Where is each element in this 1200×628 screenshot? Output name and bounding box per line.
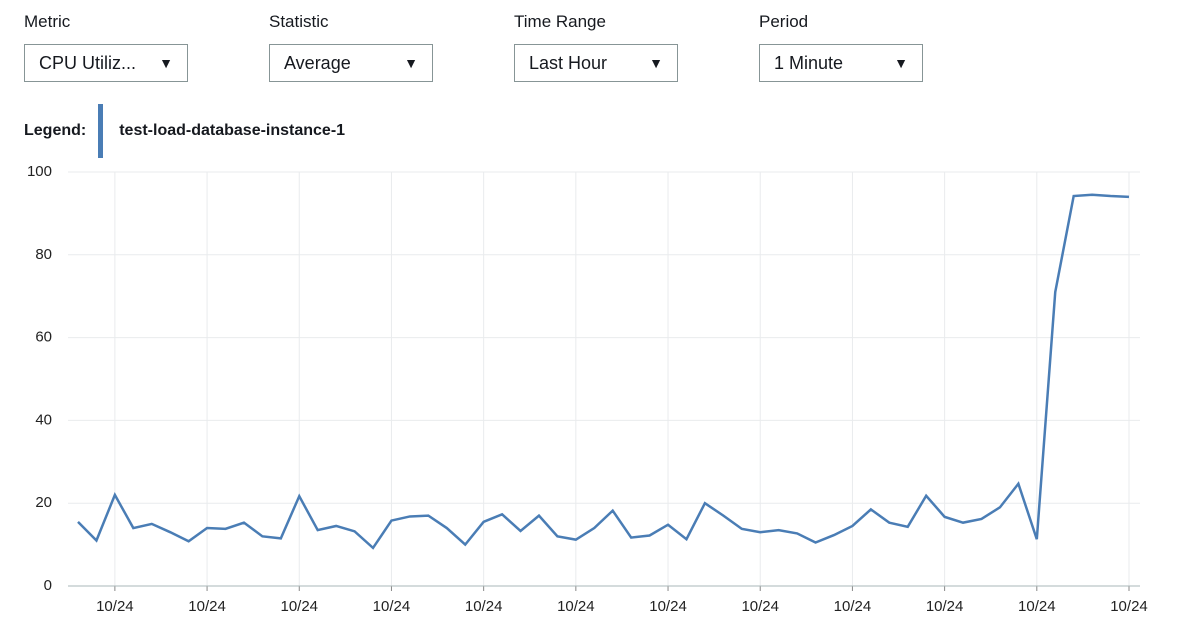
filter: Period 1 Minute ▼ bbox=[759, 12, 1004, 82]
filter: Metric CPU Utiliz... ▼ bbox=[24, 12, 269, 82]
y-tick-label: 20 bbox=[35, 494, 52, 511]
filters: Metric CPU Utiliz... ▼ Statistic Average ▼ T… bbox=[24, 12, 1004, 82]
legend: Legend: test-load-database-instance-1 bbox=[24, 104, 345, 158]
filter-label: Metric bbox=[24, 12, 71, 31]
y-tick-label: 0 bbox=[44, 577, 52, 594]
x-tick-label: 10/24 bbox=[280, 598, 318, 615]
filter: Time Range Last Hour ▼ bbox=[514, 12, 759, 82]
x-tick-label: 10/24 bbox=[1018, 598, 1056, 615]
dropdown-arrow: ▼ bbox=[649, 55, 663, 71]
x-tick-label: 10/24 bbox=[926, 598, 964, 615]
filter: Statistic Average ▼ bbox=[269, 12, 514, 82]
legend-entry: test-load-database-instance-1 bbox=[119, 122, 346, 139]
x-tick-label: 10/24 bbox=[373, 598, 411, 615]
dropdown-arrow: ▼ bbox=[404, 55, 418, 71]
dropdown[interactable]: 1 Minute ▼ bbox=[759, 44, 923, 82]
dropdown-arrow: ▼ bbox=[894, 55, 908, 71]
dropdown[interactable]: Last Hour ▼ bbox=[514, 44, 678, 82]
dropdown[interactable]: Average ▼ bbox=[269, 44, 433, 82]
x-tick-label: 10/24 bbox=[557, 598, 595, 615]
dropdown-value: Last Hour bbox=[529, 52, 608, 73]
y-tick-label: 60 bbox=[35, 329, 52, 346]
y-tick-label: 100 bbox=[27, 163, 52, 180]
x-tick-label: 10/24 bbox=[834, 598, 872, 615]
y-tick-label: 40 bbox=[35, 411, 52, 428]
dropdown-value: CPU Utiliz... bbox=[39, 52, 137, 73]
legend-label: Legend: bbox=[24, 122, 87, 139]
x-tick-label: 10/24 bbox=[188, 598, 226, 615]
dropdown[interactable]: CPU Utiliz... ▼ bbox=[24, 44, 188, 82]
filter-label: Period bbox=[759, 12, 809, 31]
filter-label: Time Range bbox=[514, 12, 606, 31]
dropdown-value: 1 Minute bbox=[774, 52, 844, 73]
filter-label: Statistic bbox=[269, 12, 329, 31]
x-tick-label: 10/24 bbox=[96, 598, 134, 615]
legend-swatch bbox=[98, 104, 104, 158]
dropdown-arrow: ▼ bbox=[159, 55, 173, 71]
series-line bbox=[77, 193, 1130, 550]
x-tick-label: 10/24 bbox=[741, 598, 779, 615]
y-tick-label: 80 bbox=[35, 246, 52, 263]
dropdown-value: Average bbox=[284, 52, 351, 73]
x-tick-label: 10/24 bbox=[649, 598, 687, 615]
x-tick-label: 10/24 bbox=[465, 598, 503, 615]
x-tick-label: 10/24 bbox=[1110, 598, 1148, 615]
